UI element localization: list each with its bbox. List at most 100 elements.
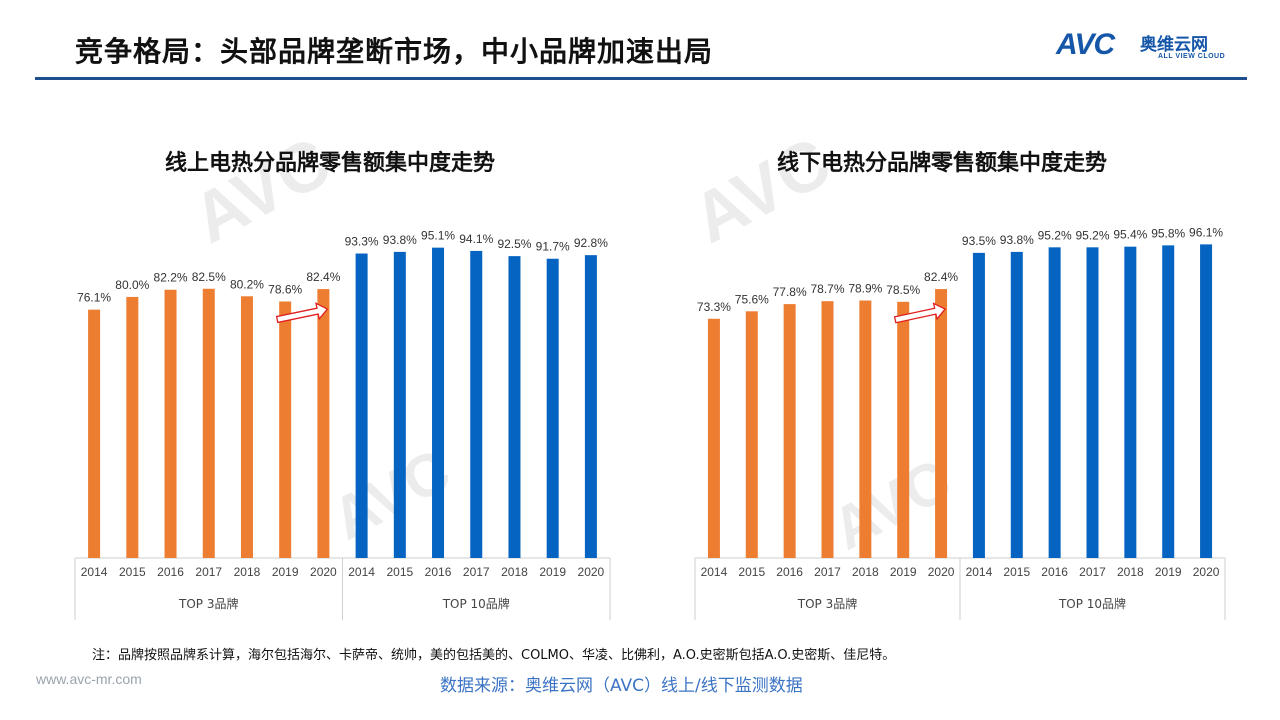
group-label: TOP 10品牌 (1058, 597, 1126, 611)
bar (1010, 251, 1023, 559)
logo-mark: AVC (1056, 28, 1115, 61)
tick-label: 2016 (425, 565, 452, 579)
tick-label: 2014 (966, 565, 993, 579)
tick-label: 2019 (539, 565, 566, 579)
chart-offline: 73.3% 2014 75.6% 2015 77.8% 2016 78.7% 2017 78.9… (694, 225, 1226, 620)
bar (317, 289, 330, 558)
footnote: 注：品牌按照品牌系计算，海尔包括海尔、卡萨帝、统帅，美的包括美的、COLMO、华… (92, 648, 896, 663)
bar (1200, 244, 1213, 558)
group-label: TOP 10品牌 (442, 597, 510, 611)
chart-online: 76.1% 2014 80.0% 2015 82.2% 2016 82.5% 2017 80.2… (74, 229, 611, 620)
bar (508, 256, 521, 558)
data-label: 73.3% (697, 300, 731, 314)
bar (279, 301, 292, 558)
bar (584, 255, 597, 558)
data-label: 80.2% (230, 277, 264, 291)
data-label: 95.8% (1151, 226, 1185, 240)
bar (1124, 246, 1137, 558)
tick-label: 2018 (501, 565, 528, 579)
data-label: 77.8% (773, 285, 807, 299)
bar (859, 300, 872, 558)
bar (935, 289, 948, 558)
bar (88, 309, 101, 558)
data-label: 93.8% (1000, 233, 1034, 247)
bar (470, 250, 483, 558)
data-label: 93.3% (345, 235, 379, 249)
tick-label: 2017 (195, 565, 222, 579)
data-label: 80.0% (115, 278, 149, 292)
tick-label: 2015 (386, 565, 413, 579)
tick-label: 2017 (1079, 565, 1106, 579)
data-label: 78.9% (848, 282, 882, 296)
data-label: 78.6% (268, 282, 302, 296)
chart-title-offline: 线下电热分品牌零售额集中度走势 (776, 151, 1107, 176)
bar (821, 301, 834, 558)
group-label: TOP 3品牌 (178, 597, 238, 611)
data-label: 95.2% (1075, 228, 1109, 242)
data-label: 94.1% (459, 232, 493, 246)
bar (972, 252, 985, 558)
bar (164, 289, 177, 558)
data-label: 92.5% (497, 237, 531, 251)
tick-label: 2017 (463, 565, 490, 579)
site-url: www.avc-mr.com (36, 671, 142, 687)
header-divider (35, 77, 1247, 80)
tick-label: 2018 (852, 565, 879, 579)
bar (393, 251, 406, 559)
trend-arrow (275, 302, 329, 324)
tick-label: 2020 (310, 565, 337, 579)
data-label: 95.4% (1113, 228, 1147, 242)
tick-label: 2015 (1003, 565, 1030, 579)
data-label: 75.6% (735, 292, 769, 306)
tick-label: 2016 (776, 565, 803, 579)
tick-label: 2014 (348, 565, 375, 579)
bar (240, 296, 253, 558)
page-title: 竞争格局：头部品牌垄断市场，中小品牌加速出局 (75, 35, 714, 68)
tick-label: 2015 (119, 565, 146, 579)
data-label: 76.1% (77, 291, 111, 305)
tick-label: 2019 (1155, 565, 1182, 579)
bar (783, 304, 796, 558)
bar (355, 253, 368, 558)
data-label: 95.1% (421, 229, 455, 243)
bar (202, 288, 215, 558)
trend-arrow (893, 302, 947, 324)
tick-label: 2015 (738, 565, 765, 579)
tick-label: 2018 (1117, 565, 1144, 579)
data-source: 数据来源：奥维云网（AVC）线上/线下监测数据 (440, 676, 803, 696)
tick-label: 2020 (578, 565, 605, 579)
tick-label: 2016 (1041, 565, 1068, 579)
data-label: 95.2% (1038, 228, 1072, 242)
logo-name-cn: 奥维云网 (1140, 35, 1208, 55)
group-label: TOP 3品牌 (797, 597, 857, 611)
tick-label: 2016 (157, 565, 184, 579)
data-label: 96.1% (1189, 225, 1223, 239)
bar (432, 247, 445, 558)
tick-label: 2017 (814, 565, 841, 579)
bar (546, 258, 559, 558)
data-label: 78.7% (810, 282, 844, 296)
data-label: 82.2% (154, 271, 188, 285)
data-label: 82.4% (306, 270, 340, 284)
bar (745, 311, 758, 558)
data-label: 82.5% (192, 270, 226, 284)
data-label: 91.7% (536, 240, 570, 254)
data-label: 93.8% (383, 233, 417, 247)
chart-title-online: 线上电热分品牌零售额集中度走势 (164, 151, 495, 176)
tick-label: 2020 (928, 565, 955, 579)
tick-label: 2019 (272, 565, 299, 579)
data-label: 78.5% (886, 283, 920, 297)
tick-label: 2019 (890, 565, 917, 579)
brand-logo: AVC 奥维云网 ALL VIEW CLOUD (1052, 28, 1252, 68)
data-label: 92.8% (574, 236, 608, 250)
tick-label: 2018 (234, 565, 261, 579)
data-label: 93.5% (962, 234, 996, 248)
logo-name-en: ALL VIEW CLOUD (1158, 53, 1226, 60)
tick-label: 2014 (701, 565, 728, 579)
bar (126, 296, 139, 558)
bar (1162, 245, 1175, 558)
tick-label: 2014 (81, 565, 108, 579)
tick-label: 2020 (1193, 565, 1220, 579)
bar (897, 301, 910, 558)
bar (1086, 247, 1099, 558)
